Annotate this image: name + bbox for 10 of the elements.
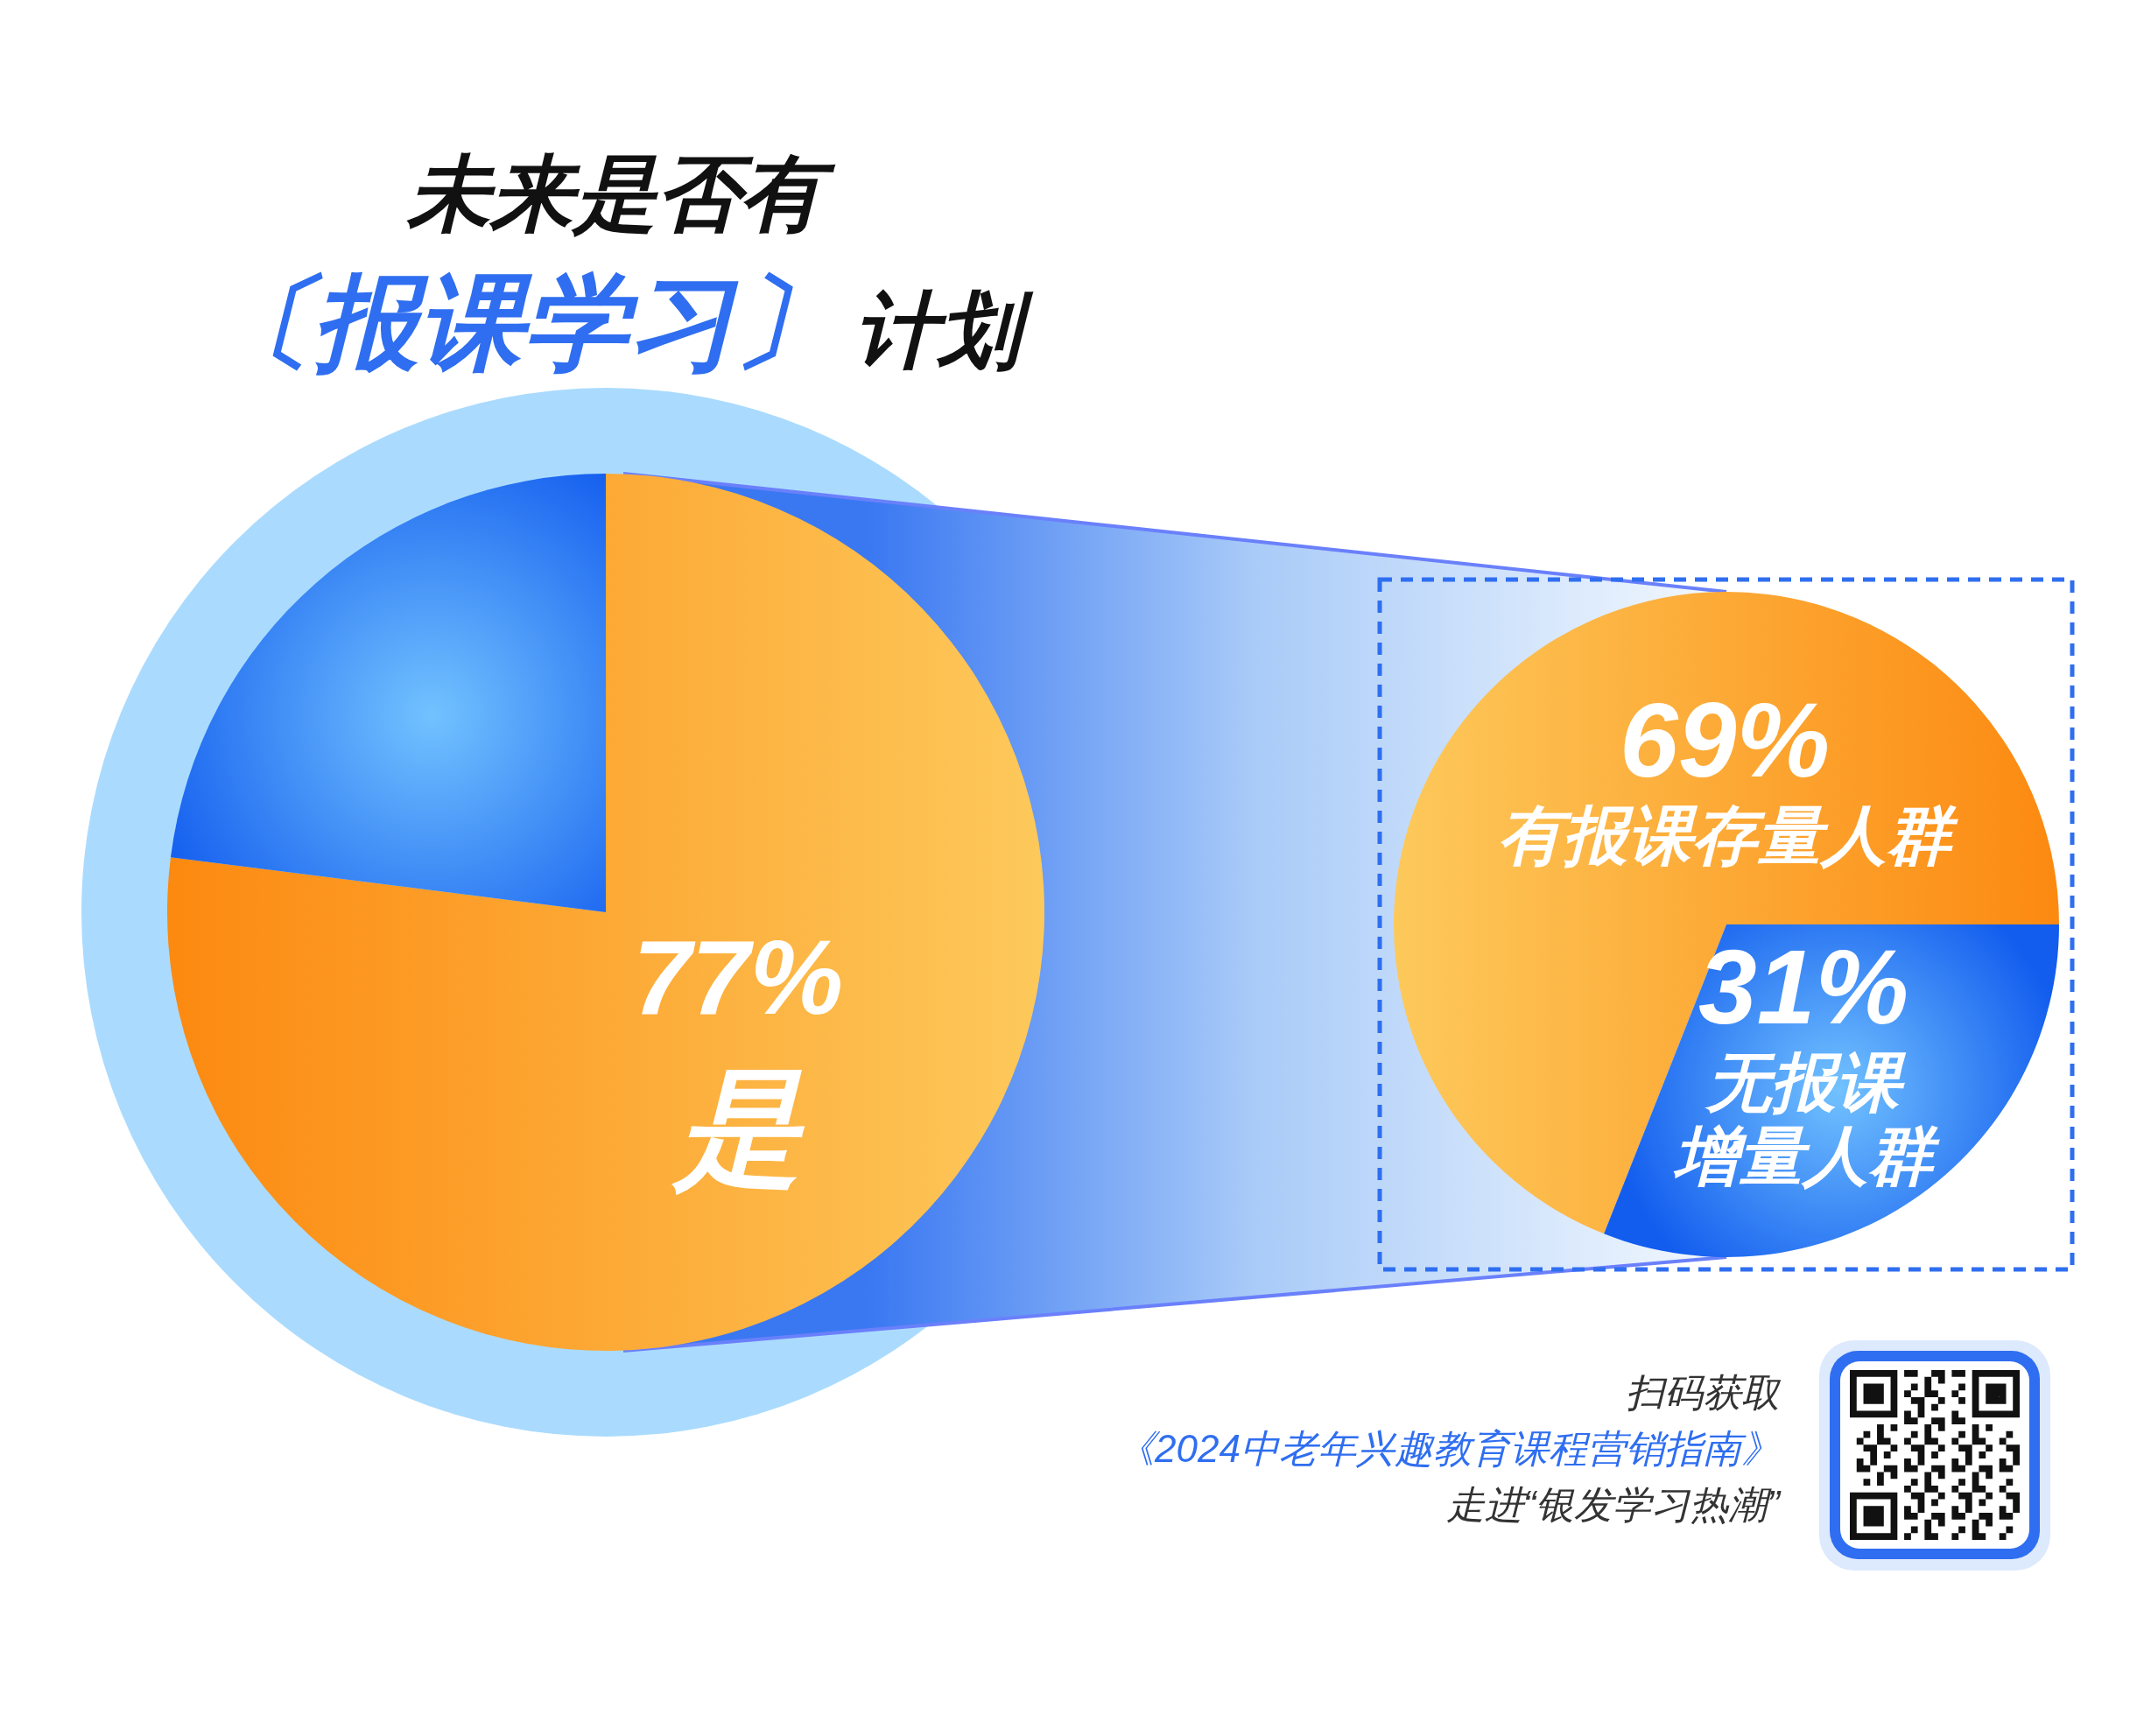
text: 走进“银发学习热潮”	[1445, 1483, 1782, 1526]
data-label: 31%	[1698, 928, 1909, 1045]
slice-label: 无报课增量人群	[1673, 1045, 1940, 1192]
chart-title: 未来是否有〔报课学习〕计划	[208, 147, 1034, 381]
text: 《2024中老年兴趣教育课程营销指南》	[1116, 1427, 1780, 1470]
data-label: 77%	[632, 918, 844, 1036]
slice-label: 是	[671, 1058, 805, 1200]
data-label: 69%	[1619, 681, 1831, 798]
text: 扫码获取	[1626, 1371, 1782, 1414]
slice-label: 有报课存量人群	[1498, 798, 1958, 872]
